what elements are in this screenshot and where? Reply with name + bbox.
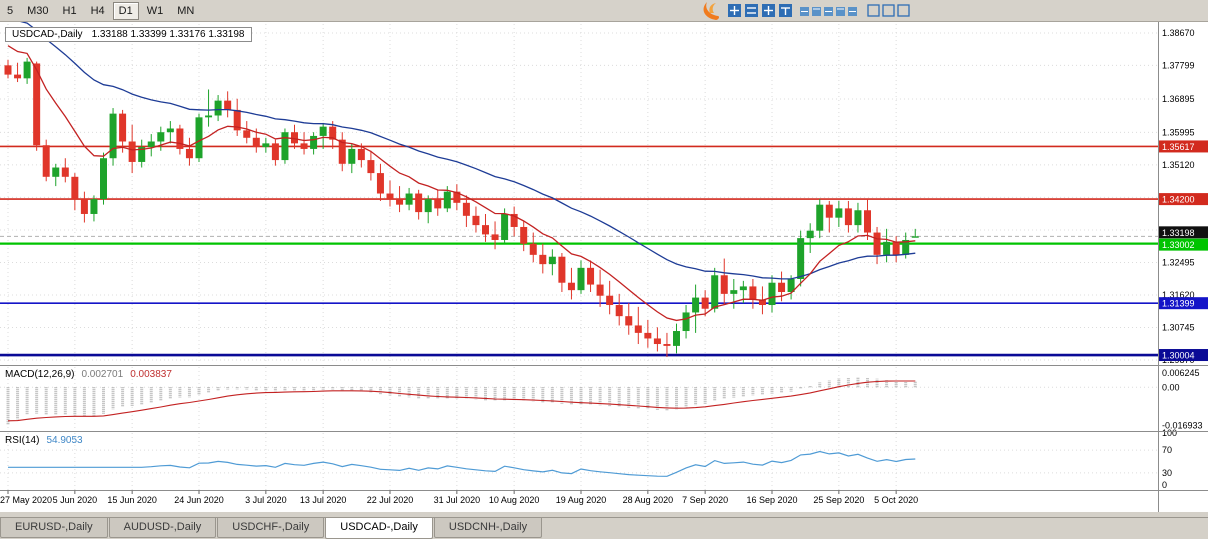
support-resistance-lines bbox=[0, 145, 1158, 357]
svg-text:27 May 2020: 27 May 2020 bbox=[0, 495, 52, 505]
svg-text:3 Jul 2020: 3 Jul 2020 bbox=[245, 495, 287, 505]
svg-text:1.31620: 1.31620 bbox=[1162, 290, 1195, 300]
svg-text:100: 100 bbox=[1162, 428, 1177, 438]
svg-text:28 Aug 2020: 28 Aug 2020 bbox=[623, 495, 674, 505]
chart-tab-eurusd[interactable]: EURUSD-,Daily bbox=[0, 518, 108, 538]
logo-glyphs-outline bbox=[867, 4, 910, 17]
svg-text:25 Sep 2020: 25 Sep 2020 bbox=[813, 495, 864, 505]
svg-text:0: 0 bbox=[1162, 480, 1167, 490]
chart-tabs: EURUSD-,Daily AUDUSD-,Daily USDCHF-,Daily U… bbox=[0, 517, 1208, 539]
svg-text:70: 70 bbox=[1162, 445, 1172, 455]
logo-flame-inner bbox=[709, 3, 716, 13]
timeframe-button-m30[interactable]: M30 bbox=[27, 4, 49, 17]
rsi-line bbox=[8, 450, 916, 477]
timeframe-buttons: 5 M30 H1 H4 D1 W1 MN bbox=[0, 1, 201, 20]
svg-text:16 Sep 2020: 16 Sep 2020 bbox=[746, 495, 797, 505]
price-axis: 1.38670 1.37799 1.36895 1.35995 1.35120 1.342… bbox=[1159, 22, 1208, 512]
macd-label: MACD(12,26,9) 0.002701 0.003837 bbox=[5, 369, 172, 380]
rsi-name: RSI(14) bbox=[5, 435, 40, 446]
svg-text:13 Jul 2020: 13 Jul 2020 bbox=[300, 495, 347, 505]
svg-text:1.34200: 1.34200 bbox=[1162, 195, 1195, 205]
svg-text:1.38670: 1.38670 bbox=[1162, 28, 1195, 38]
chart-title-symbol: USDCAD-,Daily bbox=[12, 29, 83, 40]
macd-value-main: 0.002701 bbox=[81, 369, 124, 380]
date-axis: 27 May 2020 5 Jun 2020 15 Jun 2020 24 Jun 2… bbox=[0, 490, 918, 505]
svg-text:1.33002: 1.33002 bbox=[1162, 240, 1195, 250]
svg-text:7 Sep 2020: 7 Sep 2020 bbox=[682, 495, 728, 505]
svg-text:1.37799: 1.37799 bbox=[1162, 60, 1195, 70]
grid bbox=[0, 24, 1158, 490]
svg-text:31 Jul 2020: 31 Jul 2020 bbox=[434, 495, 481, 505]
timeframe-button-h4[interactable]: H4 bbox=[90, 4, 105, 17]
timeframe-button-w1[interactable]: W1 bbox=[146, 4, 164, 17]
svg-text:1.32495: 1.32495 bbox=[1162, 257, 1195, 267]
svg-text:1.35995: 1.35995 bbox=[1162, 127, 1195, 137]
svg-text:1.35120: 1.35120 bbox=[1162, 160, 1195, 170]
svg-text:15 Jun 2020: 15 Jun 2020 bbox=[107, 495, 157, 505]
chart-title: USDCAD-,Daily 1.33188 1.33399 1.33176 1.… bbox=[5, 27, 252, 42]
chart-tab-audusd[interactable]: AUDUSD-,Daily bbox=[108, 518, 217, 538]
svg-text:24 Jun 2020: 24 Jun 2020 bbox=[174, 495, 224, 505]
chart-tab-usdcnh[interactable]: USDCNH-,Daily bbox=[433, 518, 543, 538]
timeframe-button-mn[interactable]: MN bbox=[177, 4, 195, 17]
rsi-value: 54.9053 bbox=[46, 435, 83, 446]
svg-text:0.00: 0.00 bbox=[1162, 382, 1180, 392]
svg-text:22 Jul 2020: 22 Jul 2020 bbox=[367, 495, 414, 505]
timeframe-button-5[interactable]: 5 bbox=[7, 4, 14, 17]
svg-text:10 Aug 2020: 10 Aug 2020 bbox=[489, 495, 540, 505]
logo-flame-icon bbox=[703, 2, 720, 20]
svg-text:1.33198: 1.33198 bbox=[1162, 228, 1195, 238]
svg-text:-0.016933: -0.016933 bbox=[1162, 420, 1203, 430]
svg-text:1.30745: 1.30745 bbox=[1162, 322, 1195, 332]
macd-name: MACD(12,26,9) bbox=[5, 369, 75, 380]
chart-tab-usdcad[interactable]: USDCAD-,Daily bbox=[325, 518, 433, 539]
brand-logo bbox=[703, 2, 910, 20]
toolbar: 5 M30 H1 H4 D1 W1 MN bbox=[0, 0, 1208, 22]
macd-signal-line bbox=[7, 380, 916, 422]
chart-area: 1.38670 1.37799 1.36895 1.35995 1.35120 1.342… bbox=[0, 22, 1208, 512]
rsi-label: RSI(14) 54.9053 bbox=[5, 435, 83, 446]
macd-value-signal: 0.003837 bbox=[130, 369, 172, 380]
svg-text:1.35617: 1.35617 bbox=[1162, 142, 1195, 152]
timeframe-button-d1[interactable]: D1 bbox=[112, 1, 139, 20]
svg-text:19 Aug 2020: 19 Aug 2020 bbox=[556, 495, 607, 505]
svg-text:30: 30 bbox=[1162, 468, 1172, 478]
panel-separators bbox=[0, 22, 1208, 512]
svg-text:1.31399: 1.31399 bbox=[1162, 299, 1195, 309]
timeframe-button-h1[interactable]: H1 bbox=[62, 4, 77, 17]
svg-text:0.006245: 0.006245 bbox=[1162, 368, 1200, 378]
ma-fast-line bbox=[7, 45, 916, 322]
svg-text:1.30004: 1.30004 bbox=[1162, 351, 1195, 361]
svg-text:5 Oct 2020: 5 Oct 2020 bbox=[874, 495, 918, 505]
chart-title-ohlc: 1.33188 1.33399 1.33176 1.33198 bbox=[91, 29, 245, 40]
svg-text:5 Jun 2020: 5 Jun 2020 bbox=[53, 495, 98, 505]
chart-tab-usdchf[interactable]: USDCHF-,Daily bbox=[217, 518, 325, 538]
ma-slow-line bbox=[20, 22, 916, 280]
svg-text:1.36895: 1.36895 bbox=[1162, 94, 1195, 104]
window-strip bbox=[0, 512, 1208, 517]
chart-canvas[interactable]: 1.38670 1.37799 1.36895 1.35995 1.35120 1.342… bbox=[0, 22, 1208, 512]
